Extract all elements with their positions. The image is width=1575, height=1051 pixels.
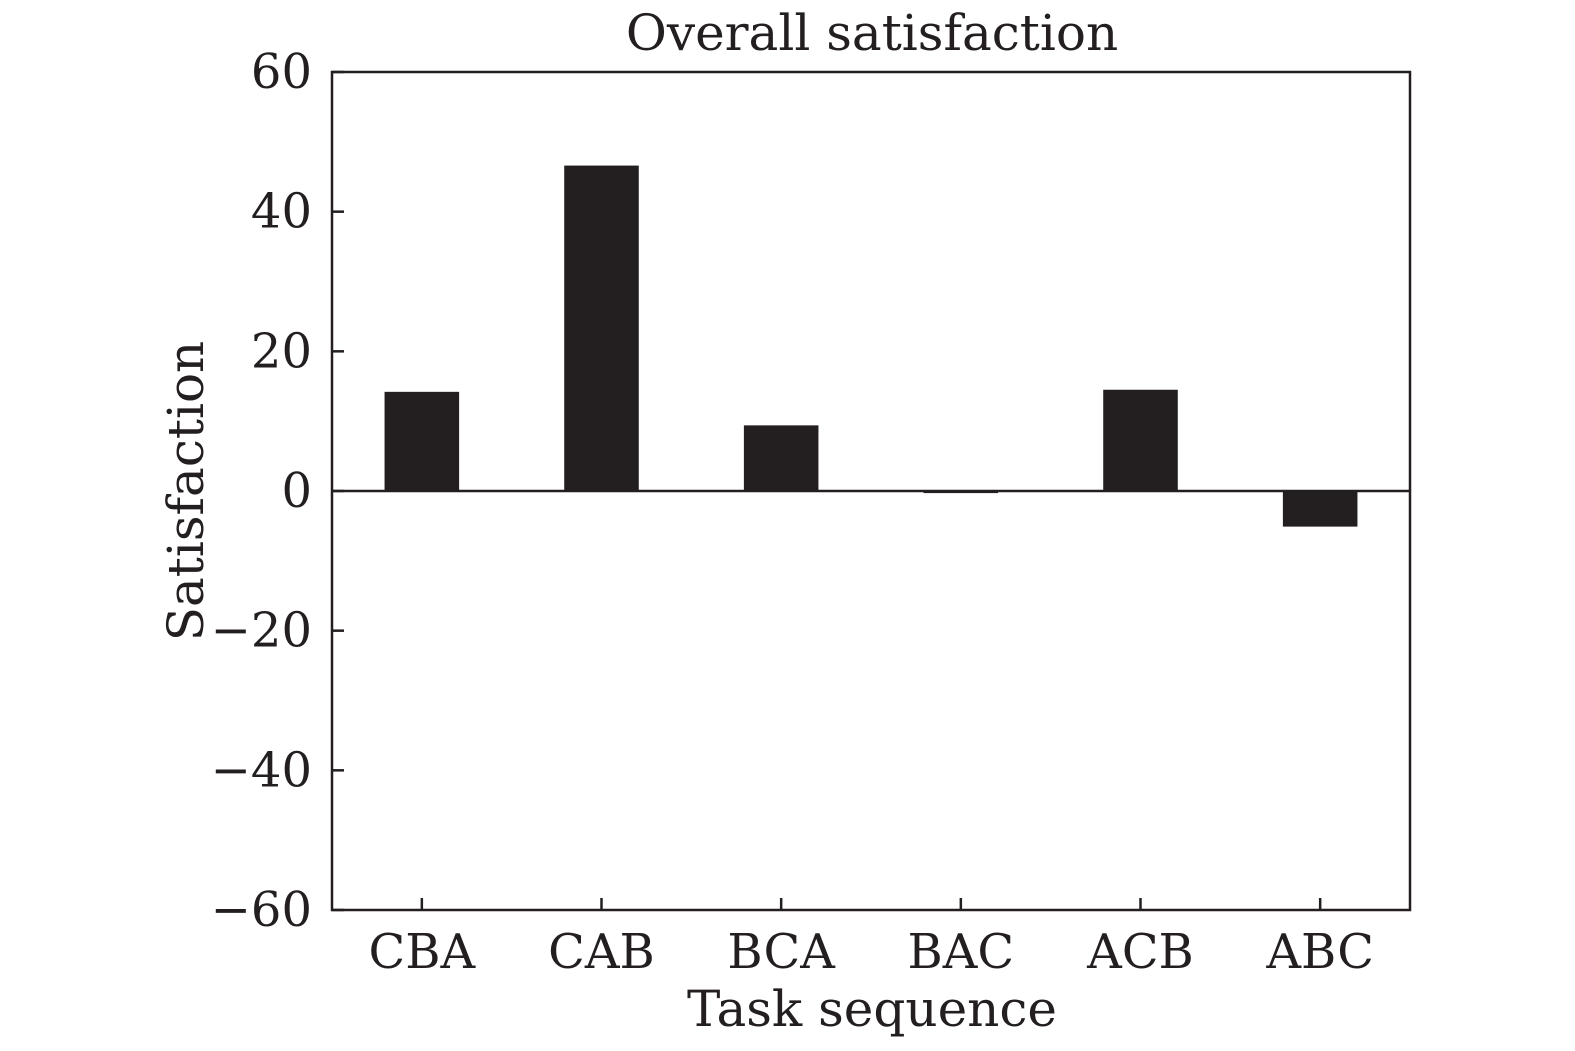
bar-cab <box>564 165 639 491</box>
bar-bca <box>743 425 819 491</box>
y-tick-label: 60 <box>251 44 312 100</box>
x-tick-label: CBA <box>368 924 476 980</box>
chart-title: Overall satisfaction <box>626 4 1118 62</box>
y-tick-label: −60 <box>211 882 312 938</box>
x-tick-label: ABC <box>1265 924 1374 980</box>
x-tick-label: BAC <box>907 924 1014 980</box>
y-tick-label: 20 <box>251 323 312 379</box>
y-tick-label: 0 <box>281 463 312 519</box>
x-tick-label: ACB <box>1086 924 1194 980</box>
bar-abc <box>1282 491 1358 527</box>
x-axis-title: Task sequence <box>687 980 1057 1038</box>
y-axis: 60 40 20 0 −20 −40 −60 <box>211 44 344 938</box>
y-tick-label: −20 <box>211 603 312 659</box>
y-axis-title: Satisfaction <box>157 341 215 642</box>
x-tick-label: BCA <box>727 924 836 980</box>
x-tick-label: CAB <box>548 924 655 980</box>
y-tick-label: −40 <box>211 742 312 798</box>
bar-acb <box>1103 389 1178 491</box>
bar-cba <box>384 391 460 491</box>
x-axis: CBA CAB BCA BAC ACB ABC <box>368 898 1374 980</box>
bars-group <box>384 165 1358 527</box>
y-tick-label: 40 <box>251 184 312 240</box>
